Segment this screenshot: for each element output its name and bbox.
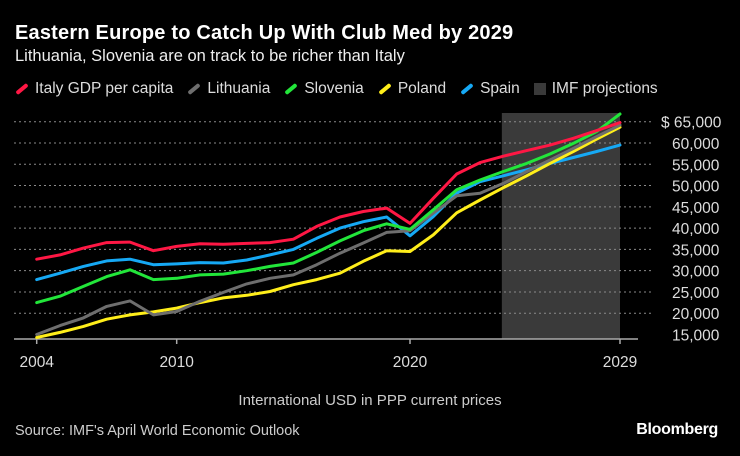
legend-swatch-shaded: [533, 83, 546, 95]
x-tick-label: 2029: [603, 354, 637, 371]
legend-label: Spain: [480, 80, 520, 97]
legend-item-slovenia: Slovenia: [284, 80, 364, 98]
y-tick-label: 40,000: [672, 221, 720, 238]
x-tick-label: 2010: [159, 354, 194, 371]
y-tick-label: 25,000: [672, 285, 720, 302]
x-tick-label: 2004: [19, 354, 54, 371]
legend-item-lithuania: Lithuania: [187, 80, 270, 98]
y-tick-label: 50,000: [672, 179, 720, 196]
source-note: Source: IMF's April World Economic Outlo…: [15, 423, 300, 439]
y-tick-label: 35,000: [672, 242, 720, 259]
y-tick-label: 20,000: [672, 306, 720, 323]
legend: Italy GDP per capita Lithuania Slovenia …: [15, 80, 658, 98]
y-tick-label: 15,000: [672, 328, 720, 345]
series-line-poland: [35, 125, 622, 339]
y-tick-label: 55,000: [672, 157, 720, 174]
legend-item-italy: Italy GDP per capita: [15, 80, 173, 98]
series-line-slovenia: [35, 112, 622, 305]
y-tick-label: 30,000: [672, 264, 720, 281]
y-tick-label: $ 65,000: [661, 115, 722, 132]
bloomberg-logo: Bloomberg: [636, 421, 718, 438]
y-tick-label: 45,000: [672, 200, 720, 217]
series-line-lithuania: [35, 123, 622, 336]
chart-subtitle: Lithuania, Slovenia are on track to be r…: [15, 47, 405, 65]
y-tick-label: 60,000: [672, 136, 720, 153]
legend-label: Italy GDP per capita: [35, 80, 174, 97]
legend-item-poland: Poland: [378, 80, 446, 98]
x-tick-label: 2020: [393, 354, 428, 371]
series-line-spain: [35, 143, 622, 282]
legend-label: Poland: [397, 80, 447, 97]
legend-item-projections: IMF projections: [533, 80, 658, 98]
legend-label: Lithuania: [207, 80, 271, 97]
x-axis-label: International USD in PPP current prices: [238, 392, 502, 409]
projection-shade: [501, 113, 620, 339]
series-line-italy-gdp-per-capita: [35, 121, 622, 261]
legend-label: IMF projections: [551, 80, 658, 97]
legend-label: Slovenia: [304, 80, 364, 97]
chart-title: Eastern Europe to Catch Up With Club Med…: [15, 22, 514, 44]
legend-item-spain: Spain: [460, 80, 520, 98]
